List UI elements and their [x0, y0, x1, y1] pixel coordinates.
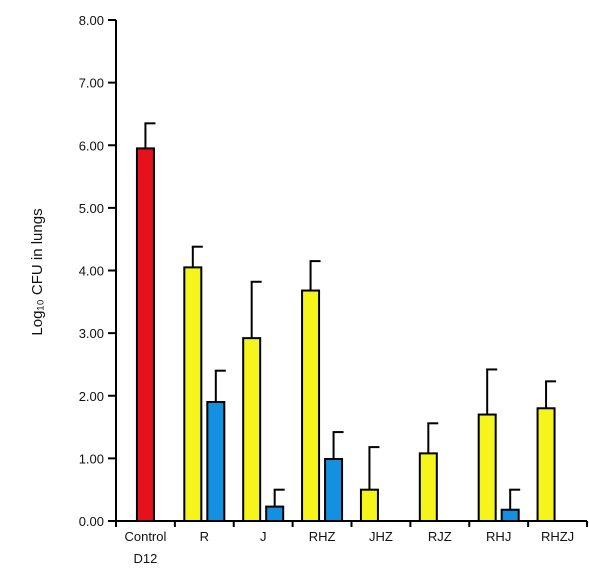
- axes-layer: [110, 20, 587, 527]
- bars-layer: [135, 147, 556, 523]
- error-bars-layer: [144, 122, 557, 510]
- category-label-2: J: [260, 529, 267, 544]
- y-axis-label: Log₁₀ CFU in lungs: [29, 208, 46, 335]
- bar-0: [135, 147, 155, 522]
- bar-2: [206, 401, 226, 523]
- bar-5: [301, 289, 321, 523]
- bar-4: [265, 505, 285, 523]
- y-tick-label-5: 5.00: [79, 201, 104, 216]
- category-label-4: JHZ: [369, 529, 393, 544]
- category-label-3: RHZ: [309, 529, 336, 544]
- bar-9: [477, 413, 497, 523]
- category-label-5: RJZ: [428, 529, 452, 544]
- y-tick-label-7: 7.00: [79, 76, 104, 91]
- bar-11: [536, 407, 556, 522]
- category-label-0-line-1: D12: [134, 551, 158, 566]
- category-label-6: RHJ: [486, 529, 511, 544]
- y-ticks-layer: 0.00 1.00 2.00 3.00 4.00 5.00 6.00 7.00 8.00: [79, 13, 116, 529]
- y-tick-label-3: 3.00: [79, 326, 104, 341]
- y-tick-label-4: 4.00: [79, 264, 104, 279]
- y-tick-label-0: 0.00: [79, 514, 104, 529]
- y-tick-label-2: 2.00: [79, 389, 104, 404]
- bar-1: [183, 266, 203, 522]
- bar-6: [324, 458, 344, 522]
- category-label-0: Control: [124, 529, 166, 544]
- category-label-1: R: [200, 529, 209, 544]
- bar-10: [500, 508, 520, 523]
- x-categories-layer: Control D12 R J RHZ JHZ RJZ RHJ RHZJ: [124, 521, 588, 566]
- y-tick-label-6: 6.00: [79, 138, 104, 153]
- y-tick-label-8: 8.00: [79, 13, 104, 28]
- bar-3: [242, 337, 262, 523]
- bar-8: [418, 452, 438, 522]
- category-label-7: RHZJ: [541, 529, 574, 544]
- y-tick-label-1: 1.00: [79, 451, 104, 466]
- bar-7: [359, 488, 379, 522]
